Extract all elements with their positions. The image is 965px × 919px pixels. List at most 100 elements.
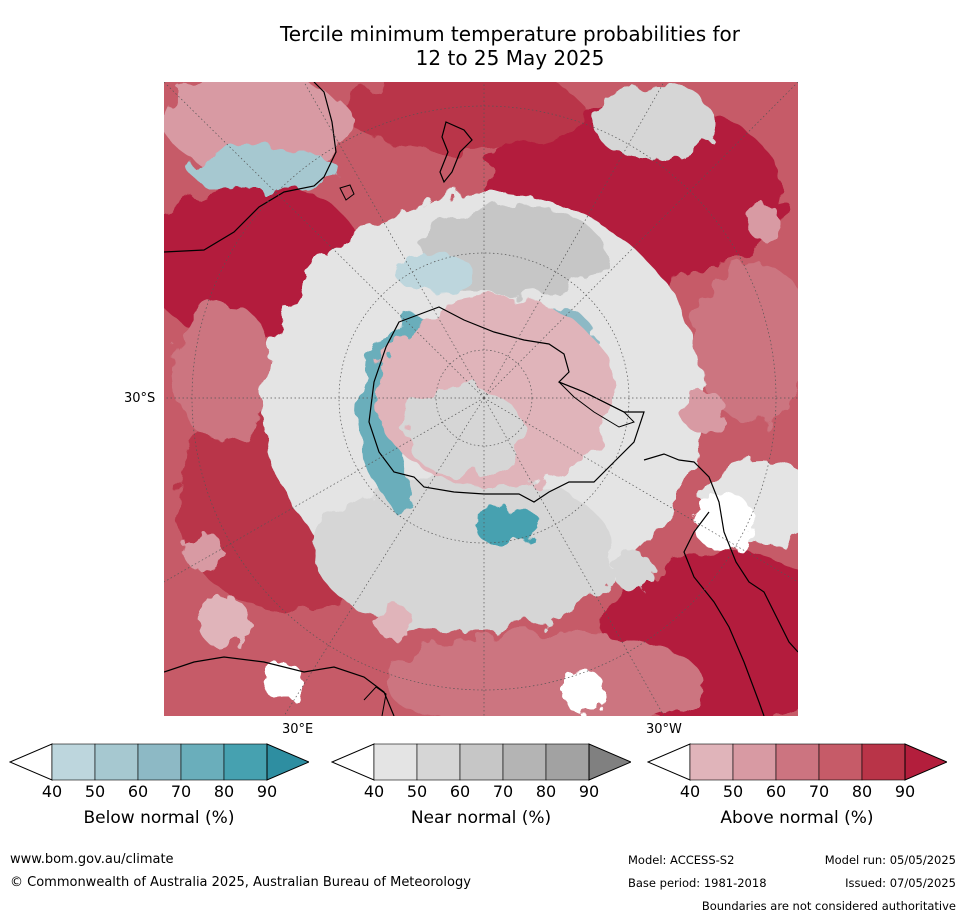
colorbar-tick-label: 50 (84, 782, 106, 801)
above-weak-patch (164, 82, 344, 172)
tasmania-coastline (339, 184, 355, 201)
noise-blob (184, 532, 224, 572)
colorbar-segment (94, 743, 139, 781)
colorbar-tick-label: 40 (41, 782, 63, 801)
title-line-2: 12 to 25 May 2025 (415, 46, 605, 70)
colorbar-extend-low (647, 743, 691, 781)
above-weak-patch (694, 262, 798, 422)
antarctica-interior (404, 387, 524, 477)
colorbar-tick-label: 50 (722, 782, 744, 801)
probability-map (164, 82, 798, 716)
colorbar-tick-label: 60 (765, 782, 787, 801)
new-zealand-coastline (439, 121, 473, 184)
colorbar-tick-label: 60 (449, 782, 471, 801)
colorbar-segment (689, 743, 734, 781)
colorbar-extend-high (904, 743, 947, 781)
colorbar-below-normal-label: Below normal (%) (83, 808, 235, 828)
colorbar-tick-label: 40 (363, 782, 385, 801)
colorbar-segment (180, 743, 225, 781)
colorbar-segment (545, 743, 590, 781)
above-weak-patch (174, 302, 274, 442)
copyright-text: © Commonwealth of Australia 2025, Austra… (10, 875, 471, 890)
colorbar-tick-label: 90 (256, 782, 278, 801)
noise-blob (314, 102, 354, 142)
colorbar-below-normal-bar (9, 743, 309, 781)
colorbar-segment (416, 743, 461, 781)
colorbar-segment (861, 743, 906, 781)
noise-blob (376, 604, 412, 640)
colorbar-segment (775, 743, 820, 781)
longitude-line (483, 82, 665, 399)
colorbar-tick-label: 90 (894, 782, 916, 801)
map-canvas (164, 82, 798, 716)
colorbar-tick-label: 40 (679, 782, 701, 801)
colorbar-tick-label: 80 (535, 782, 557, 801)
longitude-line (283, 397, 485, 716)
noise-blob (746, 204, 782, 240)
base-period-text: Base period: 1981-2018 (628, 876, 767, 890)
longitude-line (483, 397, 798, 583)
above-weak-patch (384, 632, 704, 716)
colorbar-tick-label: 70 (492, 782, 514, 801)
colorbar-near-normal-ticks: 40 50 60 70 80 90 (364, 782, 599, 804)
colorbar-tick-label: 70 (170, 782, 192, 801)
antarctica-coastline (368, 306, 645, 503)
website-link[interactable]: www.bom.gov.au/climate (10, 852, 174, 867)
colorbar-segment (459, 743, 504, 781)
south-america-coastline (643, 453, 798, 716)
longitude-line (164, 397, 485, 583)
australia-coastline (164, 82, 337, 253)
colorbar-segment (137, 743, 182, 781)
colorbar-segment (373, 743, 418, 781)
noise-blob (264, 662, 304, 702)
above-strong-patch (344, 82, 584, 152)
issued-text: Issued: 07/05/2025 (845, 876, 956, 890)
colorbar-tick-label: 90 (578, 782, 600, 801)
noise-blob (614, 552, 654, 592)
longitude-line (164, 82, 485, 399)
colorbar-segment (732, 743, 777, 781)
colorbar-tick-label: 60 (127, 782, 149, 801)
longitude-line (483, 397, 665, 716)
colorbar-extend-high (266, 743, 309, 781)
noise-blob (562, 670, 606, 714)
near-normal-patch (594, 82, 714, 162)
colorbar-extend-low (331, 743, 375, 781)
colorbar-above-normal-bar (647, 743, 947, 781)
colorbar-segment (818, 743, 863, 781)
colorbar-near-normal-label: Near normal (%) (410, 808, 552, 828)
colorbar-below-normal-ticks: 40 50 60 70 80 90 (42, 782, 277, 804)
lon-label-30w: 30°W (646, 722, 682, 737)
colorbar-above-normal-label: Above normal (%) (720, 808, 874, 828)
below-normal-patch (189, 148, 339, 192)
below-normal-patch (394, 254, 474, 290)
near-normal-patch (314, 472, 614, 632)
lat-label-30s: 30°S (124, 391, 156, 406)
colorbar-above-normal-ticks: 40 50 60 70 80 90 (680, 782, 915, 804)
colorbar-near-normal-bar (331, 743, 631, 781)
noise-blob (682, 390, 726, 434)
noise-blob (198, 596, 250, 648)
colorbar-extend-low (9, 743, 53, 781)
colorbar-tick-label: 50 (406, 782, 428, 801)
colorbar-tick-label: 70 (808, 782, 830, 801)
below-normal-patch (474, 509, 544, 545)
model-text: Model: ACCESS-S2 (628, 853, 735, 867)
colorbar-tick-label: 80 (213, 782, 235, 801)
colorbar-segment (223, 743, 268, 781)
small-scale-noise (184, 102, 782, 714)
colorbar-extend-high (588, 743, 631, 781)
colorbar-segment (51, 743, 96, 781)
title-line-1: Tercile minimum temperature probabilitie… (279, 22, 741, 46)
noise-blob (694, 492, 754, 552)
antarctic-peninsula-coastline (558, 381, 635, 428)
graticule (164, 82, 798, 716)
africa-coastline (164, 656, 395, 716)
colorbar-tick-label: 80 (851, 782, 873, 801)
madagascar-coastline (363, 686, 387, 716)
longitude-line (303, 82, 485, 399)
colorbar-segment (502, 743, 547, 781)
disclaimer-text: Boundaries are not considered authoritat… (701, 899, 956, 913)
model-run-text: Model run: 05/05/2025 (824, 853, 956, 867)
below-normal-arc (357, 312, 444, 522)
